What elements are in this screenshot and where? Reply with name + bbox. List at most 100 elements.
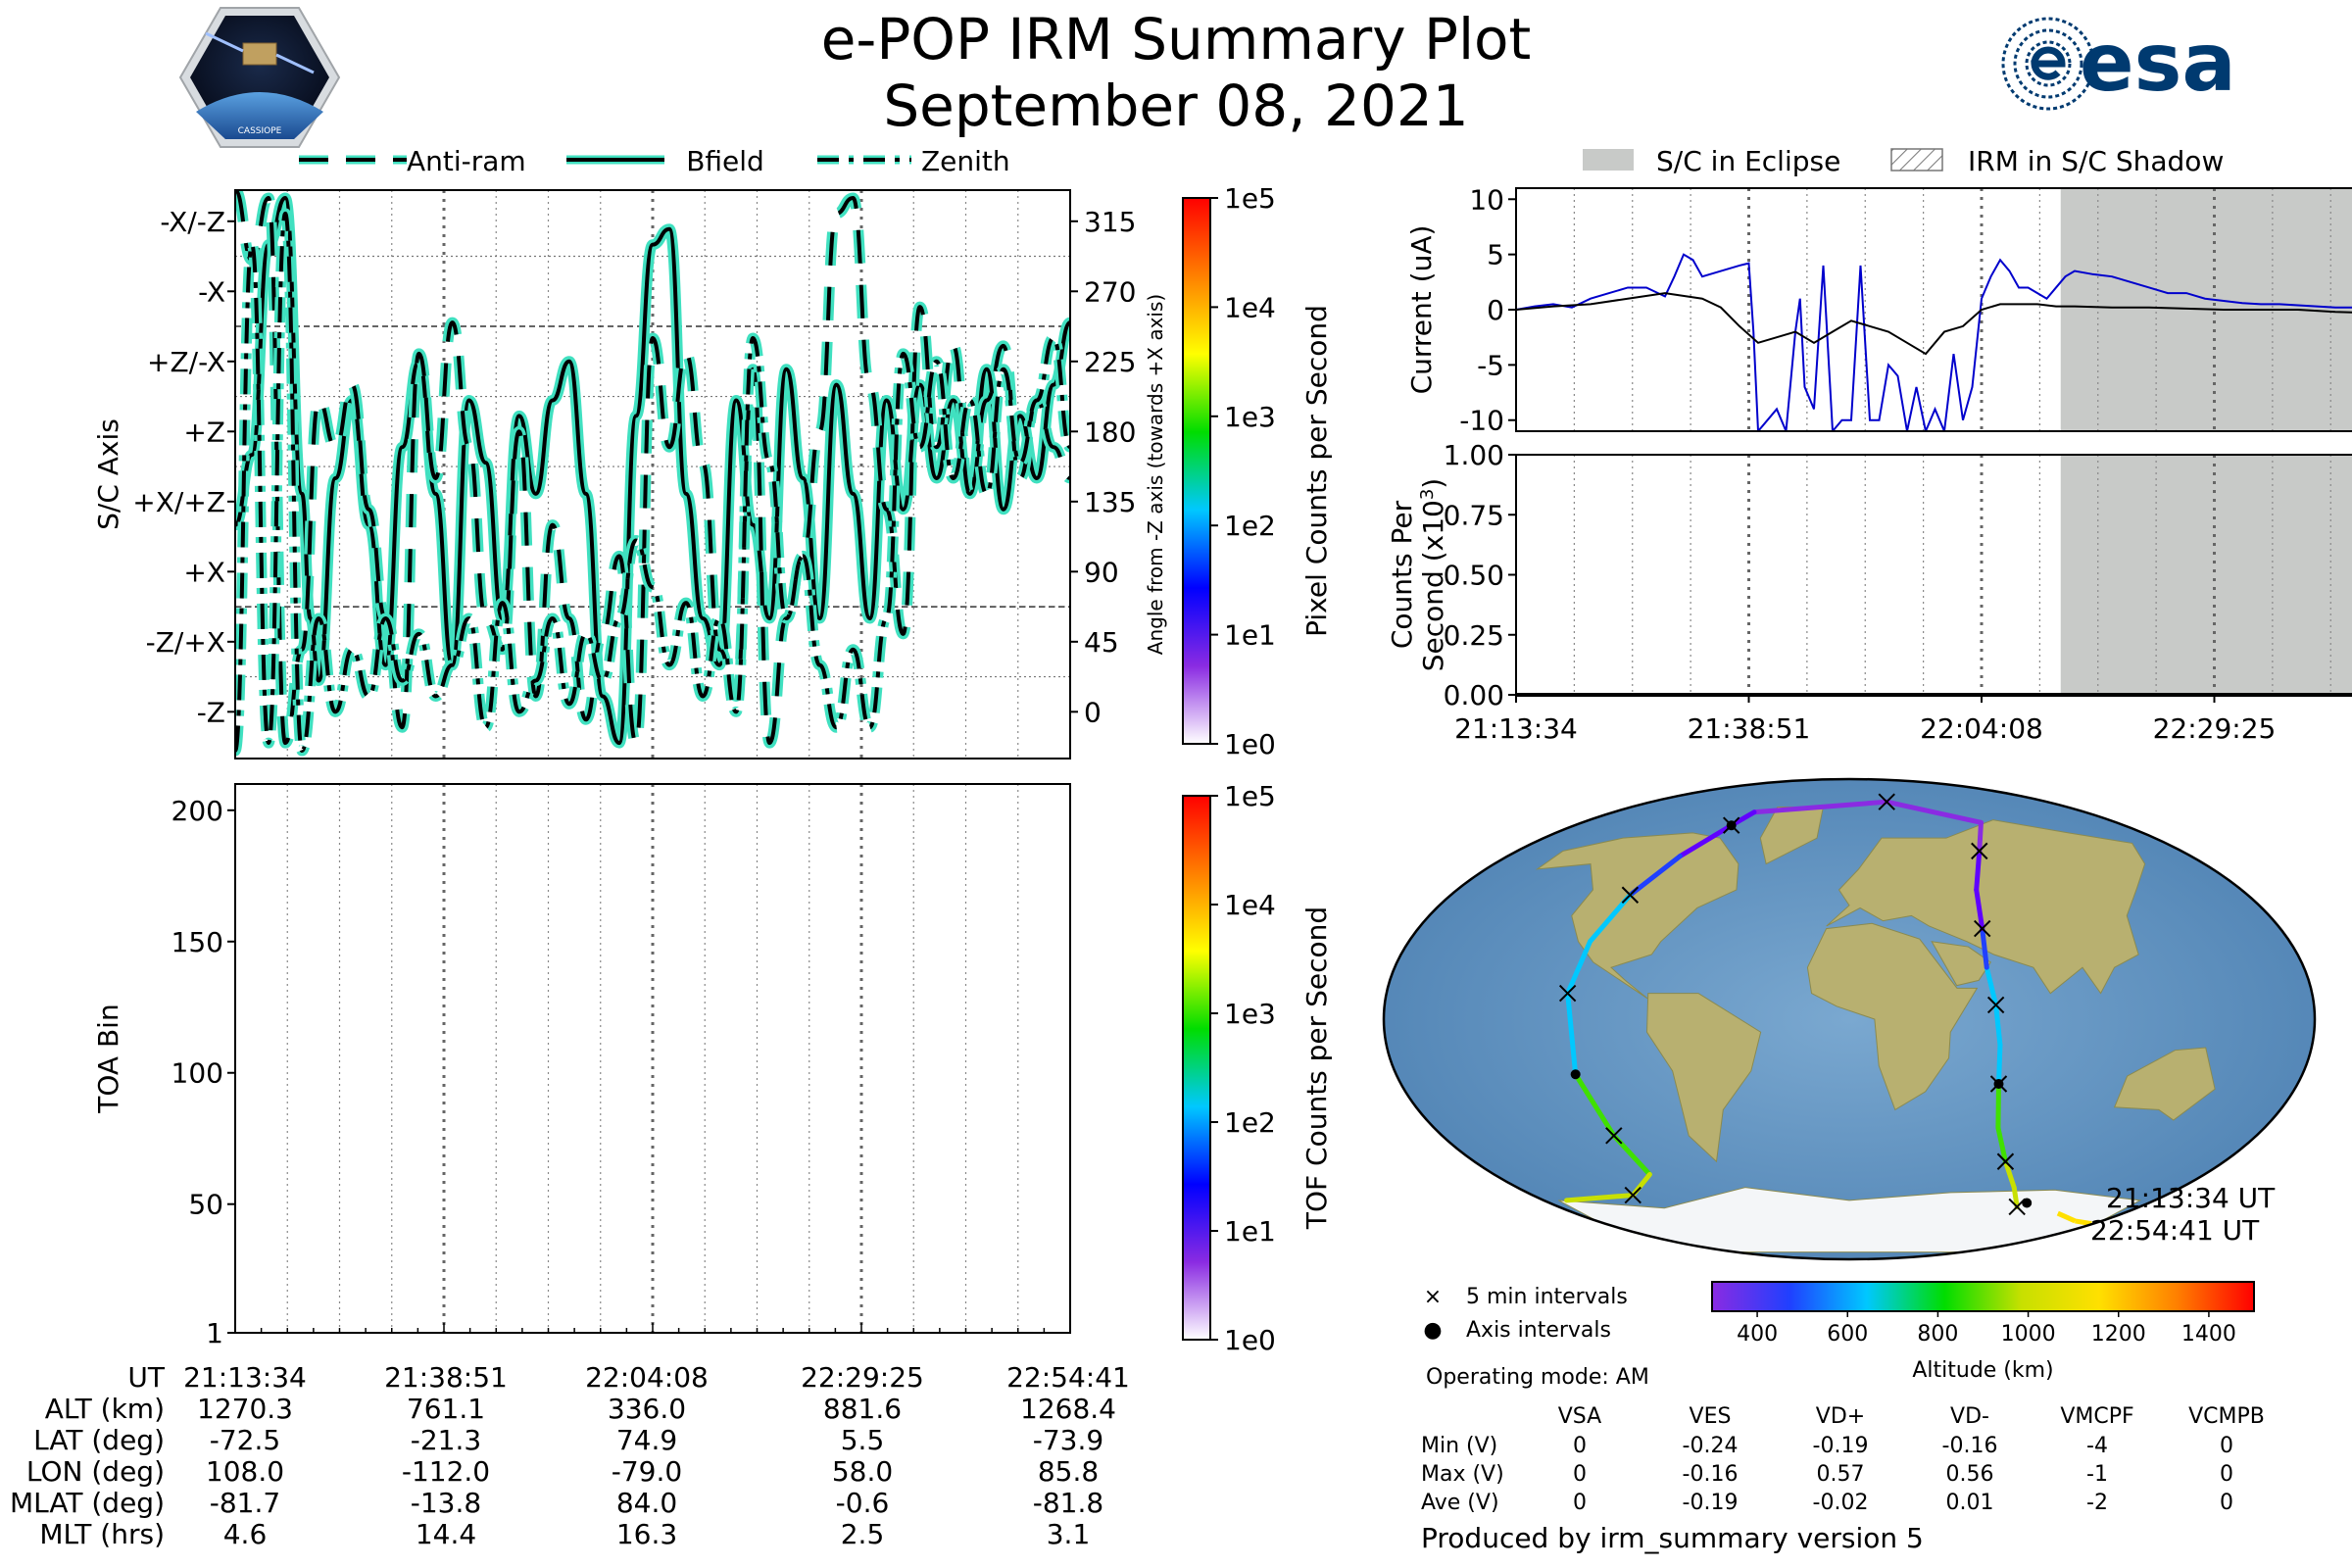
orbit-cell: -73.9 xyxy=(1033,1424,1103,1456)
axis-interval-marker xyxy=(2022,1198,2033,1208)
tof-colorbar-label: 1e4 xyxy=(1224,889,1276,921)
altitude-tick-label: 400 xyxy=(1737,1322,1778,1347)
five-min-marker xyxy=(1996,1152,2015,1170)
voltage-cell: 0 xyxy=(1573,1462,1587,1487)
angle-panel-frame xyxy=(234,189,1071,760)
legend-entry-anti-ram: Anti-ram xyxy=(299,145,526,177)
voltage-header: VSA xyxy=(1558,1404,1601,1429)
orbit-map-legend: × 5 min intervals ● Axis intervals Operating… xyxy=(1423,1281,2255,1390)
cassiope-badge-icon: CASSIOPE xyxy=(178,7,341,148)
orbit-track-segment xyxy=(1980,926,1989,970)
orbit-cell: -21.3 xyxy=(411,1424,481,1456)
pixel-colorbar-label: 1e4 xyxy=(1224,291,1276,323)
orbit-track-segment xyxy=(1884,799,1984,825)
x-tick-label: 22:29:25 xyxy=(2153,712,2277,745)
voltage-cell: -1 xyxy=(2086,1462,2108,1487)
voltage-cell: 0.56 xyxy=(1946,1462,1994,1487)
y-tick-label: 50 xyxy=(188,1189,223,1221)
y-tick-label: +X xyxy=(183,556,225,588)
voltage-cell: 0.01 xyxy=(1946,1491,1994,1515)
orbit-cell: -72.5 xyxy=(210,1424,280,1456)
orbit-cell: 22:54:41 xyxy=(1006,1361,1130,1394)
orbit-cell: 1268.4 xyxy=(1020,1393,1116,1425)
end-time-label: 22:54:41 UT xyxy=(2090,1214,2260,1247)
five-min-marker xyxy=(1558,984,1577,1003)
legend-label-anti-ram: Anti-ram xyxy=(407,145,526,177)
orbit-cell: 108.0 xyxy=(206,1455,284,1488)
orbit-cell: 3.1 xyxy=(1047,1518,1091,1550)
orbit-track-segment xyxy=(1573,1071,1617,1139)
current-panel-ylabel: Current (uA) xyxy=(1405,225,1438,395)
voltage-cell: 0 xyxy=(1573,1434,1587,1458)
voltage-cell: -0.02 xyxy=(1813,1491,1869,1515)
orbit-cell: 761.1 xyxy=(407,1393,485,1425)
angle-panel-legend: Anti-ram Bfield Zenith xyxy=(299,145,1010,177)
orbit-row-label: MLAT (deg) xyxy=(10,1487,165,1519)
voltage-cell: 0.57 xyxy=(1817,1462,1865,1487)
y-tick-label: -5 xyxy=(1477,349,1504,381)
y-tick-label: 5 xyxy=(1487,239,1504,271)
five-min-marker xyxy=(1621,886,1640,904)
landmass xyxy=(1646,993,1762,1163)
altitude-tick-label: 1400 xyxy=(2181,1322,2236,1347)
voltage-table: VSA VES VD+ VD- VMCPF VCMPB Min (V) 0 -0.24 -0.19… xyxy=(1421,1404,2265,1515)
y2-tick-label: 180 xyxy=(1084,416,1136,448)
y-tick-label: +X/+Z xyxy=(132,486,225,518)
orbit-track-segment xyxy=(1565,991,1579,1077)
y-tick-label: 0 xyxy=(1487,294,1504,326)
operating-mode-text: Operating mode: AM xyxy=(1426,1365,1649,1390)
orbit-track-segment xyxy=(1974,887,1985,932)
series-sensor-current xyxy=(1516,292,2352,356)
y2-tick-label: 45 xyxy=(1084,626,1119,659)
y2-tick-label: 315 xyxy=(1084,206,1136,238)
altitude-colorbar-title: Altitude (km) xyxy=(1912,1358,2053,1383)
altitude-tick-label: 1200 xyxy=(2091,1322,2146,1347)
legend-label-5min: 5 min intervals xyxy=(1466,1285,1628,1309)
legend-label-bfield: Bfield xyxy=(686,145,764,177)
orbit-cell: 1270.3 xyxy=(197,1393,293,1425)
voltage-header: VMCPF xyxy=(2060,1404,2133,1429)
tof-colorbar-label: 1e0 xyxy=(1224,1324,1276,1356)
y2-tick-label: 0 xyxy=(1084,696,1102,728)
angle-panel-ylabel: S/C Axis xyxy=(92,418,124,530)
voltage-row-label: Max (V) xyxy=(1421,1462,1504,1487)
orbit-row-label: ALT (km) xyxy=(45,1393,165,1425)
orbit-cell: -112.0 xyxy=(402,1455,490,1488)
five-min-marker xyxy=(1974,919,1991,938)
orbit-track-segment xyxy=(2056,1210,2077,1224)
orbit-track-segment xyxy=(1564,1193,1636,1203)
tof-colorbar xyxy=(1182,795,1211,1341)
voltage-row-label: Min (V) xyxy=(1421,1434,1497,1458)
voltage-cell: 0 xyxy=(2220,1462,2233,1487)
orbit-cell: 14.4 xyxy=(416,1518,476,1550)
voltage-cell: 0 xyxy=(2220,1434,2233,1458)
orbit-track-segment xyxy=(1677,822,1735,859)
y-tick-label: 0.00 xyxy=(1444,679,1504,711)
voltage-header: VD+ xyxy=(1816,1404,1865,1429)
legend-label-shadow: IRM in S/C Shadow xyxy=(1968,145,2224,177)
pixel-colorbar-label: 1e3 xyxy=(1224,401,1276,433)
orbit-track-segment xyxy=(2075,1218,2092,1227)
y-tick-label: +Z/-X xyxy=(147,346,225,378)
voltage-cell: -0.16 xyxy=(1942,1434,1998,1458)
axis-interval-marker xyxy=(1726,820,1737,831)
angle-panel: -Z 0 -Z/+X 45 +X 90 +X/+Z 135 +Z 180 +Z/-X 225 -X 270… xyxy=(92,182,1333,760)
five-min-marker xyxy=(1878,793,1895,810)
pixel-colorbar-label: 1e0 xyxy=(1224,728,1276,760)
orbit-row-label: LON (deg) xyxy=(26,1455,165,1488)
y-tick-label: -X xyxy=(198,275,225,308)
y-tick-label: -10 xyxy=(1459,405,1504,437)
altitude-tick-label: 800 xyxy=(1917,1322,1958,1347)
y-tick-label: 100 xyxy=(172,1057,223,1090)
y-tick-label: +Z xyxy=(183,416,225,448)
voltage-cell: -0.19 xyxy=(1683,1491,1739,1515)
y-tick-label: -Z/+X xyxy=(146,626,225,659)
x-tick-label: 21:13:34 xyxy=(1454,712,1578,745)
y2-tick-label: 270 xyxy=(1084,275,1136,308)
legend-label-zenith: Zenith xyxy=(921,145,1010,177)
five-min-marker xyxy=(1624,1186,1642,1204)
orbit-track-segment xyxy=(1993,1002,2003,1048)
orbit-track-segment xyxy=(1751,799,1889,815)
orbit-cell: 21:38:51 xyxy=(384,1361,508,1394)
orbit-cell: 84.0 xyxy=(616,1487,677,1519)
